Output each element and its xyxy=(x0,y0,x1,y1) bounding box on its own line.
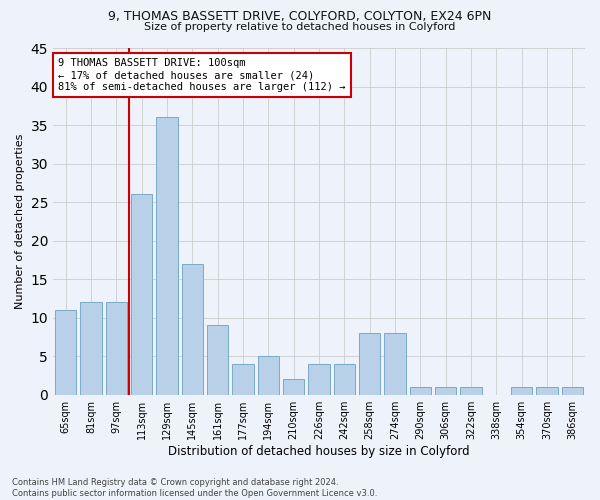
Bar xyxy=(156,118,178,394)
Text: 9 THOMAS BASSETT DRIVE: 100sqm
← 17% of detached houses are smaller (24)
81% of : 9 THOMAS BASSETT DRIVE: 100sqm ← 17% of … xyxy=(58,58,346,92)
Bar xyxy=(562,387,583,394)
Text: 9, THOMAS BASSETT DRIVE, COLYFORD, COLYTON, EX24 6PN: 9, THOMAS BASSETT DRIVE, COLYFORD, COLYT… xyxy=(109,10,491,23)
Bar xyxy=(182,264,203,394)
Y-axis label: Number of detached properties: Number of detached properties xyxy=(15,134,25,309)
Bar xyxy=(384,333,406,394)
Bar xyxy=(410,387,431,394)
Bar xyxy=(131,194,152,394)
Bar xyxy=(536,387,558,394)
Text: Size of property relative to detached houses in Colyford: Size of property relative to detached ho… xyxy=(145,22,455,32)
Bar xyxy=(511,387,532,394)
Bar xyxy=(55,310,76,394)
Bar xyxy=(232,364,254,394)
Bar xyxy=(334,364,355,394)
X-axis label: Distribution of detached houses by size in Colyford: Distribution of detached houses by size … xyxy=(168,444,470,458)
Bar xyxy=(257,356,279,395)
Bar xyxy=(359,333,380,394)
Bar xyxy=(207,326,229,394)
Bar xyxy=(308,364,330,394)
Bar xyxy=(435,387,457,394)
Bar xyxy=(106,302,127,394)
Bar xyxy=(283,380,304,394)
Bar xyxy=(80,302,102,394)
Bar xyxy=(460,387,482,394)
Text: Contains HM Land Registry data © Crown copyright and database right 2024.
Contai: Contains HM Land Registry data © Crown c… xyxy=(12,478,377,498)
